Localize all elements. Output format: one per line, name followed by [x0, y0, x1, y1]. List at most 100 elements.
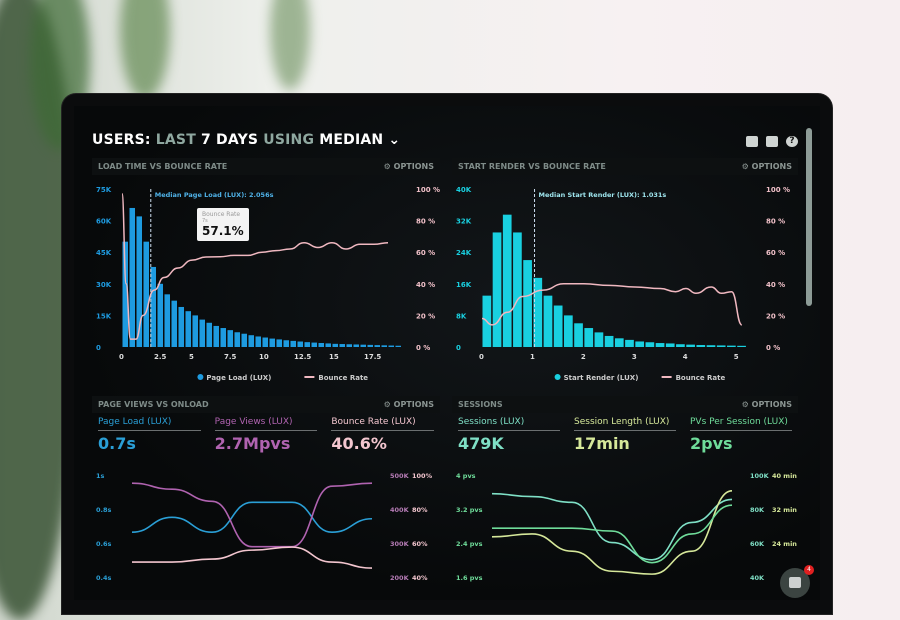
options-button[interactable]: ⚙ OPTIONS — [741, 400, 792, 409]
options-label: OPTIONS — [751, 162, 792, 171]
bar — [543, 295, 553, 347]
bar — [164, 294, 170, 347]
y-tick-label: 0.4s — [96, 574, 112, 582]
options-label: OPTIONS — [751, 400, 792, 409]
y2-tick-label: 100K — [750, 472, 770, 480]
bar — [706, 345, 716, 347]
notification-badge: 4 — [804, 565, 814, 575]
x-tick-label: 17.5 — [364, 353, 381, 361]
chevron-down-icon[interactable]: ⌄ — [388, 132, 401, 148]
y2-tick-label: 200K — [390, 574, 410, 582]
bar — [625, 339, 634, 347]
bar — [255, 336, 261, 347]
metric-sessions: Sessions (LUX) 479K — [458, 417, 560, 453]
tooltip-sub: 7s — [202, 218, 208, 224]
help-icon[interactable]: ? — [786, 136, 798, 147]
y2-tick-label: 40 % — [766, 281, 785, 289]
bar — [346, 344, 352, 347]
bar — [716, 345, 726, 347]
y-tick-label: 0 — [96, 344, 101, 352]
bar — [533, 277, 543, 347]
metric-value: 17min — [574, 434, 630, 453]
bar — [227, 330, 233, 347]
series-line — [132, 546, 373, 569]
bar — [206, 322, 212, 347]
page-title[interactable]: USERS: LAST 7 DAYS USING MEDIAN ⌄ — [92, 132, 400, 148]
panel-title: PAGE VIEWS VS ONLOAD — [98, 400, 209, 409]
bar — [262, 337, 268, 347]
x-tick-label: 7.5 — [224, 353, 237, 361]
bar — [727, 345, 736, 347]
metric-value: 2.7Mpvs — [214, 434, 291, 453]
bar — [381, 345, 387, 347]
bar — [574, 323, 583, 347]
y-tick-label: 60K — [96, 218, 112, 226]
y3-tick-label: 32 min — [772, 506, 797, 514]
median-label: Median Page Load (LUX): 2.056s — [155, 191, 274, 199]
bar — [192, 315, 198, 347]
legend-label: Page Load (LUX) — [206, 374, 271, 382]
options-button[interactable]: ⚙ OPTIONS — [741, 162, 792, 171]
options-button[interactable]: ⚙ OPTIONS — [383, 400, 434, 409]
sessions-panel: SESSIONS ⚙ OPTIONS Sessions (LUX) 479K Ses… — [452, 396, 798, 600]
metric-label: Page Load (LUX) — [98, 417, 201, 431]
bar — [178, 306, 184, 347]
bar — [360, 344, 366, 347]
background-leaf — [120, 0, 170, 100]
series-line — [491, 492, 733, 561]
y2-tick-label: 300K — [390, 540, 410, 548]
bar — [513, 232, 522, 347]
bar — [492, 232, 502, 347]
bar — [367, 344, 373, 347]
y-tick-label: 45K — [96, 249, 112, 257]
bar — [185, 311, 191, 347]
bar — [297, 341, 303, 347]
y2-tick-label: 0 % — [766, 344, 780, 352]
y2-tick-label: 400K — [390, 506, 410, 514]
page-views-chart: 0.4s 0.6s 0.8s 1s 200K 300K 400K 500K 40% 60% 80% 1… — [96, 472, 433, 582]
bar — [199, 319, 205, 347]
y-tick-label: 0.6s — [96, 540, 112, 548]
metric-label: Session Length (LUX) — [574, 417, 676, 431]
x-tick-label: 3 — [632, 353, 637, 361]
options-label: OPTIONS — [393, 400, 434, 409]
metric-bounce-rate: Bounce Rate (LUX) 40.6% — [331, 417, 435, 453]
bar — [388, 345, 394, 347]
y3-tick-label: 24 min — [772, 540, 797, 548]
y-tick-label: 0.8s — [96, 506, 112, 514]
y-tick-label: 8K — [456, 312, 467, 320]
bar — [737, 345, 746, 347]
bar — [553, 305, 563, 347]
y2-tick-label: 80K — [750, 506, 765, 514]
bar — [594, 332, 604, 347]
load-time-chart: 0 15K 30K 45K 60K 75K 0 % 20 % 40 % 60 % 80 % 100 %… — [96, 186, 440, 382]
scrollbar[interactable] — [806, 128, 812, 306]
background-leaf — [270, 0, 310, 90]
bar — [241, 333, 247, 347]
y-tick-label: 3.2 pvs — [456, 506, 483, 514]
chat-button[interactable]: 4 — [780, 565, 814, 598]
bar — [276, 339, 282, 347]
y-tick-label: 2.4 pvs — [456, 540, 483, 548]
x-tick-label: 0 — [479, 353, 484, 361]
bar — [635, 341, 645, 347]
share-icon[interactable] — [766, 136, 778, 147]
bar — [157, 283, 163, 347]
title-using: USING — [263, 132, 315, 148]
bar — [686, 344, 695, 347]
options-label: OPTIONS — [393, 162, 434, 171]
y-tick-label: 32K — [456, 218, 472, 226]
legend-dot — [197, 374, 204, 380]
x-tick-label: 0 — [119, 353, 124, 361]
bar — [332, 343, 338, 347]
metric-page-views: Page Views (LUX) 2.7Mpvs — [214, 417, 318, 453]
bar — [304, 342, 310, 347]
chat-icon — [789, 577, 801, 588]
options-button[interactable]: ⚙ OPTIONS — [383, 162, 434, 171]
bar — [220, 328, 226, 347]
legend-label: Bounce Rate — [676, 374, 726, 382]
load-time-panel: LOAD TIME VS BOUNCE RATE ⚙ OPTIONS 0 15K 30… — [92, 158, 440, 388]
legend-label: Start Render (LUX) — [564, 374, 639, 382]
monitor-icon[interactable] — [746, 136, 758, 147]
y2-tick-label: 80 % — [766, 218, 785, 226]
